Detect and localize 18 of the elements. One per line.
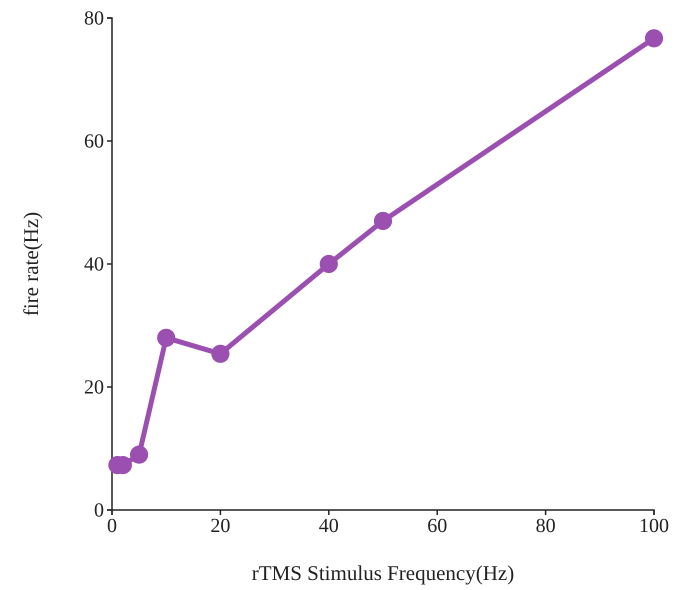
x-axis-title: rTMS Stimulus Frequency(Hz): [252, 561, 514, 585]
point: [157, 328, 176, 347]
point: [644, 29, 664, 48]
y-axis-title: fire rate(Hz): [19, 212, 43, 316]
x-tick-label: 20: [210, 515, 230, 538]
y-tick-label: 80: [84, 7, 104, 30]
point: [130, 446, 148, 464]
x-tick-label: 100: [639, 515, 669, 538]
x-tick-label: 40: [318, 515, 339, 538]
x-tick-label: 80: [536, 515, 556, 538]
point: [374, 212, 392, 230]
y-tick-label: 40: [84, 253, 104, 276]
point: [211, 344, 230, 363]
y-tick-label: 20: [84, 376, 104, 398]
point: [320, 254, 338, 274]
x-tick-label: 60: [427, 515, 448, 538]
y-tick-label: 60: [84, 130, 104, 152]
y-tick-label: 0: [94, 499, 104, 522]
